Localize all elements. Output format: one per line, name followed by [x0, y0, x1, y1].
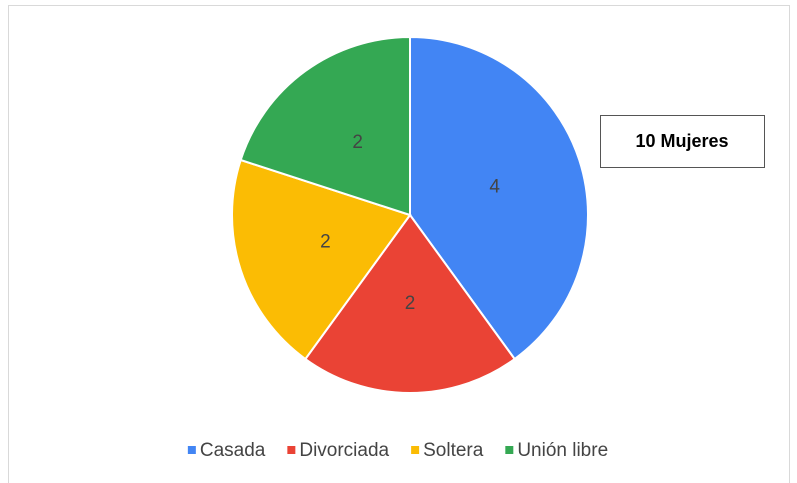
data-label: 2 — [352, 132, 363, 153]
data-label: 2 — [405, 293, 416, 314]
legend-marker — [411, 446, 420, 454]
pie-slice — [231, 158, 412, 361]
pie-slice — [409, 35, 589, 361]
legend-marker — [287, 446, 296, 454]
annotation: 10 Mujeres — [635, 131, 728, 151]
legend-label: Casada — [200, 440, 266, 461]
legend-marker — [187, 446, 196, 454]
data-label: 2 — [320, 232, 331, 253]
legend-marker — [505, 446, 514, 454]
legend-label: Unión libre — [517, 440, 608, 461]
legend-label: Soltera — [423, 440, 484, 461]
annotation-box — [600, 115, 765, 168]
pie-slice — [239, 35, 411, 217]
legend-label: Divorciada — [299, 440, 389, 461]
data-label: 4 — [489, 177, 500, 198]
pie-slice — [303, 213, 517, 394]
